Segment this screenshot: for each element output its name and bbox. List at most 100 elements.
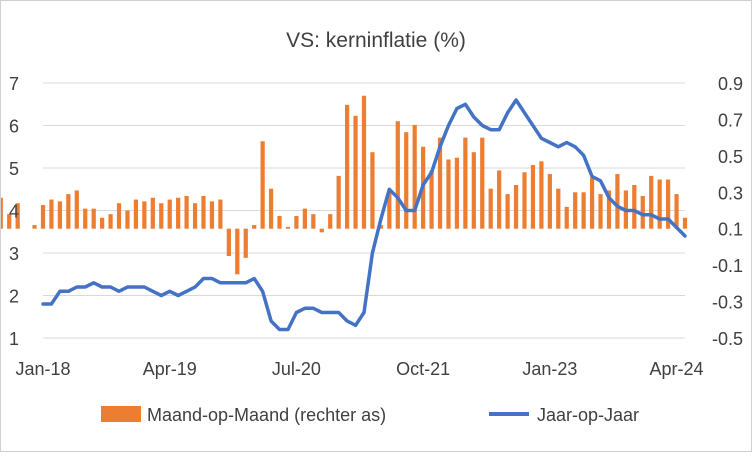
bar xyxy=(125,210,130,229)
bar xyxy=(319,228,324,233)
bar xyxy=(142,201,147,229)
y-left-tick-label: 4 xyxy=(9,202,19,222)
bar xyxy=(446,159,451,229)
bar xyxy=(573,192,578,229)
bar xyxy=(598,194,603,229)
bar xyxy=(167,199,172,229)
bar xyxy=(116,203,122,229)
bar xyxy=(277,215,282,229)
x-tick-label: Apr-19 xyxy=(143,359,197,379)
bar xyxy=(412,124,417,229)
bar xyxy=(480,137,485,229)
bar xyxy=(581,192,586,229)
bar xyxy=(15,203,20,229)
bar xyxy=(302,208,307,229)
bar xyxy=(57,201,63,229)
y-right-tick-label: 0.9 xyxy=(718,74,743,94)
bar xyxy=(387,192,392,229)
bar xyxy=(632,185,637,229)
bar xyxy=(294,215,299,229)
bar xyxy=(522,172,527,229)
y-left-tick-label: 1 xyxy=(9,329,19,349)
bar xyxy=(83,208,88,229)
bar xyxy=(539,161,544,229)
y-right-tick-label: -0.5 xyxy=(712,329,743,349)
bar xyxy=(589,177,595,229)
chart-title: VS: kerninflatie (%) xyxy=(286,29,466,52)
y-left-tick-label: 2 xyxy=(9,287,19,307)
bar xyxy=(268,188,274,229)
bar-series xyxy=(0,95,688,275)
y-left-tick-label: 7 xyxy=(9,74,19,94)
x-tick-label: Jul-20 xyxy=(272,359,321,379)
bar xyxy=(682,217,688,229)
legend-label-line: Jaar-op-Jaar xyxy=(537,405,639,425)
bar xyxy=(108,214,113,229)
legend-label-bar: Maand-op-Maand (rechter as) xyxy=(147,405,386,425)
bar xyxy=(40,205,46,229)
bar xyxy=(235,228,240,275)
bar xyxy=(91,208,96,229)
bar xyxy=(674,194,679,229)
bar xyxy=(184,195,189,229)
x-axis: Jan-18 Apr-19 Jul-20 Oct-21 Jan-23 Apr-24 xyxy=(15,359,703,379)
y-right-tick-label: -0.1 xyxy=(712,256,743,276)
bar xyxy=(564,206,569,229)
bar xyxy=(454,157,460,229)
bar xyxy=(285,226,291,229)
bar xyxy=(657,179,662,229)
y-axis-left: 1 2 3 4 5 6 7 xyxy=(9,74,19,349)
bar xyxy=(429,170,434,229)
bar xyxy=(100,217,105,229)
bar xyxy=(252,225,257,229)
bar xyxy=(7,214,12,229)
bar xyxy=(615,174,620,229)
bar xyxy=(218,199,223,229)
y-right-tick-label: 0.3 xyxy=(718,183,743,203)
x-tick-label: Oct-21 xyxy=(396,359,450,379)
y-left-tick-label: 3 xyxy=(9,244,19,264)
bar xyxy=(344,104,350,229)
bar xyxy=(74,190,79,229)
y-left-tick-label: 6 xyxy=(9,117,19,137)
bar xyxy=(640,195,645,229)
bar xyxy=(32,225,37,229)
line-series xyxy=(41,98,687,332)
x-tick-label: Jan-18 xyxy=(15,359,70,379)
bar xyxy=(328,214,333,229)
bar xyxy=(361,95,367,229)
y-left-tick-label: 5 xyxy=(9,159,19,179)
bar xyxy=(311,214,316,229)
bar xyxy=(260,141,265,229)
bar xyxy=(370,152,375,229)
y-right-tick-label: 0.1 xyxy=(718,220,743,240)
bar xyxy=(488,188,493,229)
bar xyxy=(471,152,476,229)
bar xyxy=(505,194,510,229)
bar xyxy=(513,185,519,229)
bar xyxy=(176,197,181,229)
bar xyxy=(556,188,561,229)
bar xyxy=(497,170,502,229)
bar xyxy=(649,175,654,229)
bar xyxy=(547,174,552,229)
legend-swatch-bar xyxy=(101,406,141,422)
legend: Maand-op-Maand (rechter as) Jaar-op-Jaar xyxy=(101,405,639,425)
bar xyxy=(0,197,3,229)
bar xyxy=(606,190,612,229)
bar xyxy=(336,175,341,229)
bar xyxy=(378,225,384,229)
yoy-line xyxy=(41,98,687,332)
bar xyxy=(353,115,358,229)
bar xyxy=(159,203,164,229)
bar xyxy=(192,203,198,229)
bar xyxy=(437,137,443,229)
bar xyxy=(243,228,248,258)
y-right-tick-label: 0.5 xyxy=(718,147,743,167)
bar xyxy=(201,195,206,229)
y-right-tick-label: -0.3 xyxy=(712,293,743,313)
bar xyxy=(665,179,671,229)
bar xyxy=(133,199,139,229)
